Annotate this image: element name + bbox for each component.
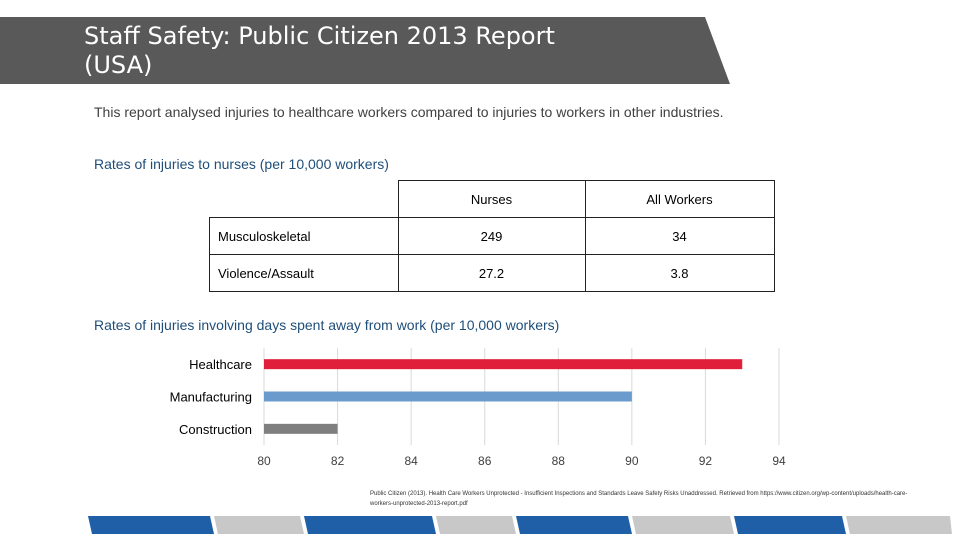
x-tick-label: 82 [331, 454, 345, 468]
cell-all-workers: 34 [584, 217, 775, 255]
footer-strip [88, 516, 214, 534]
footer-strip [846, 516, 952, 534]
footer-strips [0, 516, 960, 536]
footer-strip [304, 516, 436, 534]
y-category-label: Healthcare [189, 357, 252, 372]
x-tick-label: 86 [478, 454, 492, 468]
row-label: Musculoskeletal [209, 217, 399, 255]
page-title-line1: Staff Safety: Public Citizen 2013 Report [84, 22, 555, 50]
x-tick-label: 92 [699, 454, 713, 468]
footer-strip [632, 516, 734, 534]
column-header-nurses: Nurses [397, 180, 586, 218]
row-label: Violence/Assault [209, 254, 399, 292]
footer-strips-svg [88, 516, 952, 534]
x-tick-label: 88 [552, 454, 566, 468]
y-category-label: Manufacturing [170, 390, 252, 405]
table-row: Musculoskeletal 249 34 [209, 217, 775, 255]
title-band-shape [0, 17, 730, 84]
footer-strip [734, 516, 846, 534]
page-title: Staff Safety: Public Citizen 2013 Report… [84, 22, 555, 80]
cell-nurses: 27.2 [397, 254, 586, 292]
bar-construction [264, 423, 338, 434]
intro-text: This report analysed injuries to healthc… [94, 104, 724, 120]
x-tick-label: 80 [257, 454, 271, 468]
cell-nurses: 249 [397, 217, 586, 255]
x-tick-label: 84 [404, 454, 418, 468]
column-header-all-workers: All Workers [584, 180, 775, 218]
cell-all-workers: 3.8 [584, 254, 775, 292]
footer-strip [516, 516, 632, 534]
chart-heading: Rates of injuries involving days spent a… [94, 317, 560, 333]
table-header-row: Nurses All Workers [210, 180, 775, 218]
bar-healthcare [264, 359, 743, 370]
y-category-label: Construction [179, 422, 252, 437]
footer-strip [436, 516, 516, 534]
bar-manufacturing [264, 391, 632, 402]
page-title-line2: (USA) [84, 51, 153, 79]
x-tick-label: 90 [625, 454, 639, 468]
citation: Public Citizen (2013). Health Care Worke… [370, 491, 908, 507]
table-heading: Rates of injuries to nurses (per 10,000 … [94, 156, 389, 172]
x-tick-label: 94 [772, 454, 786, 468]
table-row: Violence/Assault 27.2 3.8 [209, 254, 775, 292]
rates-table: Nurses All Workers Musculoskeletal 249 3… [209, 180, 775, 292]
footer-strip [214, 516, 304, 534]
title-band [0, 17, 730, 84]
